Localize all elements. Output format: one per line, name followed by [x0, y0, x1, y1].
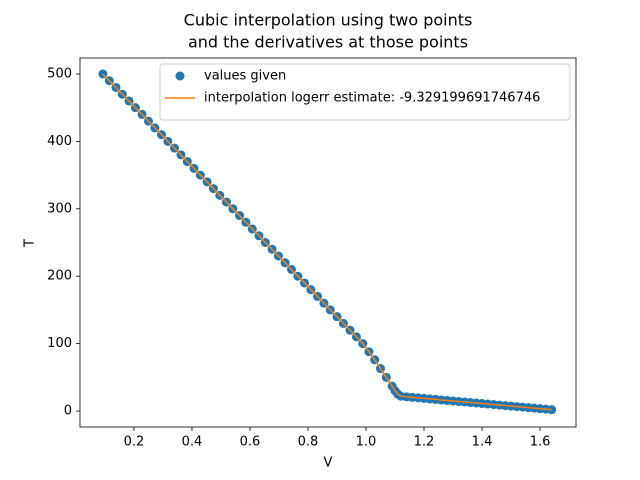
legend-box [159, 63, 571, 121]
y-tick-label: 100 [47, 336, 72, 351]
x-axis-label: V [324, 456, 333, 471]
x-tick-label: 1.4 [472, 435, 493, 450]
chart-title: Cubic interpolation using two points [184, 11, 473, 30]
x-tick-label: 1.2 [414, 435, 435, 450]
legend-label: interpolation logerr estimate: -9.329199… [204, 91, 540, 106]
legend-label: values given [204, 69, 286, 84]
x-tick-label: 1.0 [356, 435, 377, 450]
y-tick-label: 300 [47, 201, 72, 216]
y-axis-label: T [23, 239, 38, 248]
y-tick-label: 400 [47, 134, 72, 149]
chart-title: and the derivatives at those points [188, 33, 468, 52]
x-tick-label: 0.6 [240, 435, 261, 450]
y-tick-label: 500 [47, 66, 72, 81]
x-tick-label: 0.2 [124, 435, 145, 450]
x-tick-label: 0.4 [182, 435, 203, 450]
y-tick-label: 0 [64, 404, 72, 419]
data-line [102, 73, 552, 411]
axes-frame [79, 57, 577, 428]
legend-marker [175, 71, 185, 81]
x-tick-label: 0.8 [298, 435, 319, 450]
plot-data [98, 69, 557, 415]
y-tick-label: 200 [47, 269, 72, 284]
x-tick-label: 1.6 [530, 435, 551, 450]
